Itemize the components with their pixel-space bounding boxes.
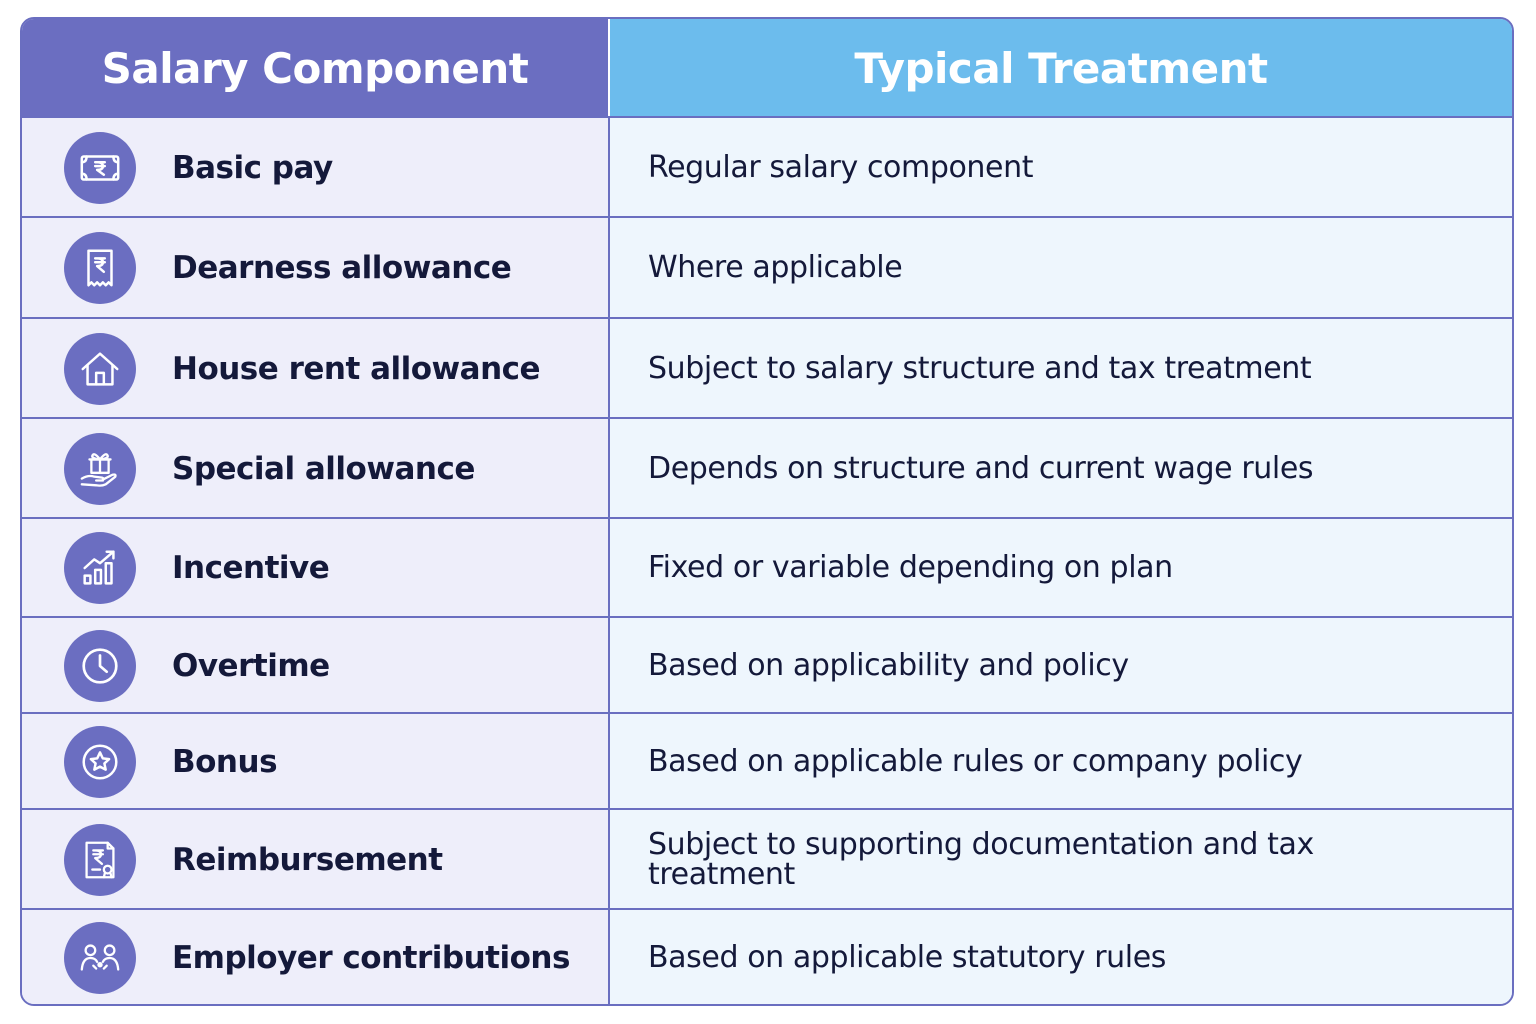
component-label: Incentive xyxy=(172,550,330,586)
salary-table: Salary Component Typical Treatment Basic… xyxy=(20,17,1514,1006)
treatment-cell: Based on applicability and policy xyxy=(608,618,1512,713)
treatment-cell: Subject to salary structure and tax trea… xyxy=(608,319,1512,418)
treatment-label: Based on applicability and policy xyxy=(648,647,1129,683)
component-label: Special allowance xyxy=(172,450,475,487)
component-cell: Incentive xyxy=(22,519,608,617)
table-row: Employer contributions Based on applicab… xyxy=(22,908,1512,1004)
table-row: Special allowance Depends on structure a… xyxy=(22,417,1512,518)
component-cell: Employer contributions xyxy=(22,910,608,1004)
component-label: Employer contributions xyxy=(172,940,570,976)
header-typical-treatment: Typical Treatment xyxy=(608,19,1512,117)
component-cell: Basic pay xyxy=(22,118,608,217)
rupee-document-icon xyxy=(64,823,136,896)
table-row: Bonus Based on applicable rules or compa… xyxy=(22,712,1512,809)
component-cell: Bonus xyxy=(22,714,608,809)
treatment-label: Fixed or variable depending on plan xyxy=(648,550,1173,585)
growth-chart-icon xyxy=(64,532,136,604)
component-label: Reimbursement xyxy=(172,841,443,878)
people-icon xyxy=(64,922,136,994)
component-label: House rent allowance xyxy=(172,350,541,387)
treatment-label: Where applicable xyxy=(648,250,903,285)
treatment-label: Based on applicable statutory rules xyxy=(648,940,1166,975)
treatment-cell: Based on applicable statutory rules xyxy=(608,910,1512,1004)
table-row: House rent allowance Subject to salary s… xyxy=(22,317,1512,418)
treatment-cell: Where applicable xyxy=(608,218,1512,318)
treatment-label: Based on applicable rules or company pol… xyxy=(648,743,1303,779)
treatment-cell: Based on applicable rules or company pol… xyxy=(608,714,1512,809)
component-label: Bonus xyxy=(172,743,278,780)
table-row: Dearness allowance Where applicable xyxy=(22,216,1512,318)
table-row: Overtime Based on applicability and poli… xyxy=(22,616,1512,713)
component-cell: Dearness allowance xyxy=(22,218,608,318)
treatment-cell: Fixed or variable depending on plan xyxy=(608,519,1512,617)
gift-hand-icon xyxy=(64,432,136,505)
component-label: Dearness allowance xyxy=(172,250,512,286)
house-icon xyxy=(64,332,136,405)
treatment-cell: Depends on structure and current wage ru… xyxy=(608,419,1512,518)
rupee-note-icon xyxy=(64,131,136,204)
header-salary-component: Salary Component xyxy=(22,19,608,117)
component-cell: House rent allowance xyxy=(22,319,608,418)
component-label: Basic pay xyxy=(172,149,333,186)
component-cell: Overtime xyxy=(22,618,608,713)
table-row: Incentive Fixed or variable depending on… xyxy=(22,517,1512,617)
star-badge-icon xyxy=(64,725,136,798)
treatment-label: Subject to salary structure and tax trea… xyxy=(648,350,1312,386)
clock-icon xyxy=(64,629,136,702)
treatment-label: Subject to supporting documentation and … xyxy=(648,826,1314,892)
rupee-receipt-icon xyxy=(64,232,136,304)
component-cell: Special allowance xyxy=(22,419,608,518)
table-row: Reimbursement Subject to supporting docu… xyxy=(22,808,1512,909)
component-cell: Reimbursement xyxy=(22,810,608,909)
table-header: Salary Component Typical Treatment xyxy=(22,19,1512,117)
treatment-label: Depends on structure and current wage ru… xyxy=(648,450,1314,486)
table-row: Basic pay Regular salary component xyxy=(22,116,1512,217)
treatment-cell: Regular salary component xyxy=(608,118,1512,217)
component-label: Overtime xyxy=(172,647,330,684)
treatment-cell: Subject to supporting documentation and … xyxy=(608,810,1512,909)
treatment-label: Regular salary component xyxy=(648,149,1034,185)
